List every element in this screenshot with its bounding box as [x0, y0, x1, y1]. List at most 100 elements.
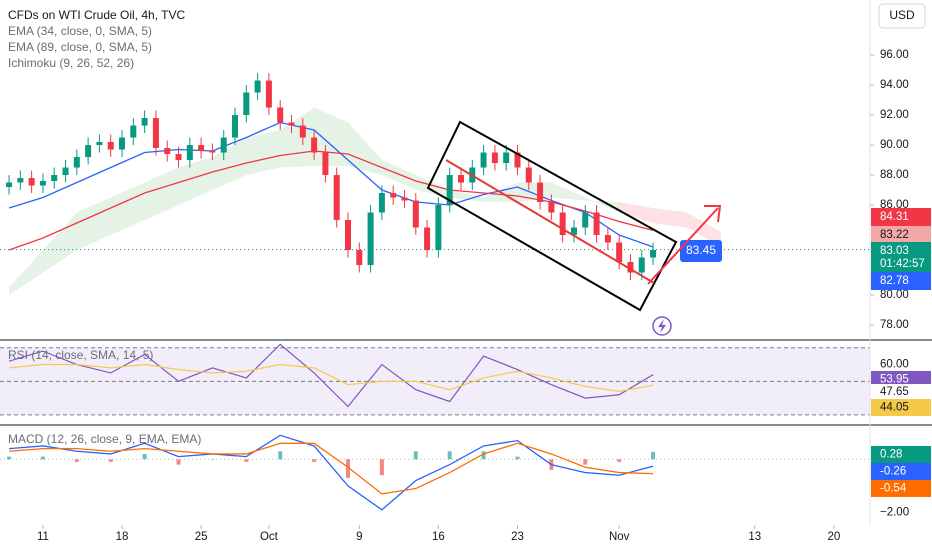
- candle-body: [638, 257, 645, 273]
- x-tick-label: 23: [511, 531, 524, 543]
- price-label-box: [871, 208, 931, 226]
- candle-body: [604, 235, 611, 243]
- y-tick-label: 92.00: [880, 109, 909, 121]
- macd-histogram: [278, 451, 283, 460]
- ichimoku-cloud: [178, 157, 213, 206]
- candle-body: [164, 148, 171, 155]
- ichimoku-cloud: [110, 182, 145, 236]
- candle-body: [254, 80, 261, 93]
- candle-body: [548, 202, 555, 213]
- y-tick-label: 94.00: [880, 79, 909, 91]
- y-tick-label: 88.00: [880, 169, 909, 181]
- macd-value-box: [871, 446, 931, 463]
- macd-histogram: [481, 451, 486, 460]
- currency-button[interactable]: [878, 3, 926, 29]
- candle-body: [616, 242, 623, 263]
- macd-histogram: [142, 453, 147, 460]
- rsi-value-label: 53.95: [880, 374, 909, 386]
- candle-body: [85, 145, 92, 158]
- macd-value-label: -0.26: [880, 466, 906, 478]
- ichimoku-cloud: [144, 167, 179, 221]
- candle-body: [175, 154, 182, 161]
- candle-body: [17, 178, 24, 183]
- ichimoku-cloud: [619, 202, 654, 224]
- macd-histogram: [7, 456, 12, 460]
- candle-body: [198, 145, 205, 152]
- x-tick-label: Oct: [260, 531, 279, 543]
- rsi-label: RSI (14, close, SMA, 14, 5): [8, 348, 153, 362]
- candle-body: [39, 181, 46, 186]
- ichimoku-cloud: [381, 160, 416, 191]
- candle-body: [243, 92, 250, 116]
- annotation-box: [680, 240, 722, 262]
- macd-value-label: 0.28: [880, 449, 902, 461]
- candle-body: [491, 152, 498, 164]
- price-label-box: [871, 272, 931, 290]
- ichimoku-cloud: [42, 212, 77, 273]
- currency: USD: [889, 8, 915, 22]
- event-bolt: [658, 319, 666, 333]
- candle-body: [378, 193, 385, 213]
- macd-histogram: [74, 459, 79, 462]
- x-tick-label: 11: [37, 531, 49, 543]
- candle-body: [650, 250, 657, 258]
- rsi-line: [8, 363, 654, 393]
- macd-histogram: [413, 451, 418, 460]
- macd-value-label: -0.54: [880, 483, 907, 495]
- rsi-value-box: [871, 384, 931, 400]
- candle-body: [311, 137, 318, 153]
- price-label: 83.03: [880, 245, 909, 257]
- candle-body: [333, 175, 340, 221]
- candle-body: [6, 182, 13, 188]
- rsi-value-label: 44.05: [880, 402, 909, 414]
- y-tick-label: 90.00: [880, 139, 909, 151]
- annotation-label: 83.45: [686, 243, 716, 257]
- candle-body: [107, 142, 114, 150]
- x-tick-label: 18: [116, 531, 129, 543]
- y-tick-label: 60.00: [880, 359, 909, 371]
- price-label: 82.78: [880, 275, 909, 287]
- ichimoku-cloud: [686, 212, 721, 248]
- candle-body: [570, 227, 577, 236]
- candle-body: [537, 182, 544, 203]
- countdown: 01:42:57: [880, 258, 925, 270]
- y-tick-label: −2.00: [880, 507, 909, 519]
- candle-body: [525, 167, 532, 183]
- candle-body: [412, 200, 419, 228]
- rsi-value-box: [871, 399, 931, 416]
- macd-histogram: [346, 459, 350, 478]
- candle-body: [593, 212, 600, 236]
- candle-body: [559, 212, 566, 236]
- candle-body: [480, 152, 487, 168]
- macd-line: [8, 434, 654, 511]
- price-label-box: [871, 226, 931, 242]
- candle-body: [514, 152, 521, 168]
- candle-body: [401, 197, 408, 201]
- rsi-line: [8, 343, 654, 408]
- arrow-head: [704, 205, 722, 223]
- event-icon[interactable]: [652, 316, 672, 336]
- chart-title: CFDs on WTI Crude Oil, 4h, TVC: [8, 8, 185, 22]
- candle-body: [299, 125, 306, 138]
- candle-body: [322, 152, 329, 176]
- macd-histogram: [210, 459, 215, 460]
- candle-body: [288, 122, 295, 126]
- macd-value-box: [871, 463, 931, 480]
- candle-body: [130, 125, 137, 138]
- y-tick-label: 78.00: [880, 319, 909, 331]
- x-tick-label: 13: [748, 531, 761, 543]
- rsi-value-label: 47.65: [880, 386, 909, 398]
- ichimoku-cloud: [246, 130, 281, 176]
- candle-body: [277, 107, 284, 123]
- candle-body: [345, 220, 351, 251]
- macd-line: [8, 442, 654, 495]
- ichimoku-cloud: [348, 122, 382, 176]
- x-tick-label: 20: [827, 531, 840, 543]
- price-label-box: [871, 242, 931, 272]
- candle-body: [62, 167, 69, 176]
- candle-body: [119, 137, 126, 150]
- rsi-value-box: [871, 371, 931, 388]
- channel: [426, 120, 678, 312]
- ichimoku-cloud: [653, 208, 687, 228]
